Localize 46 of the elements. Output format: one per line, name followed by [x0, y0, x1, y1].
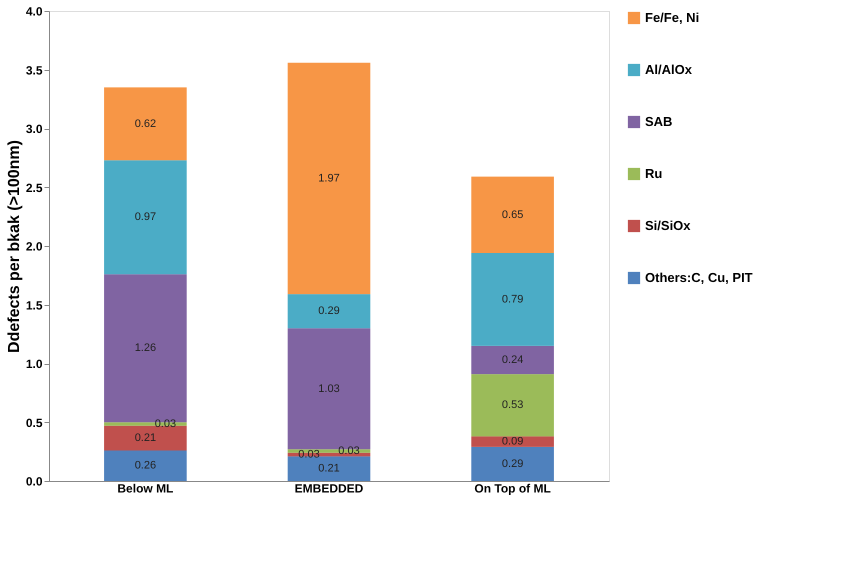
legend-label: Al/AlOx: [645, 62, 693, 77]
y-axis-title: Ddefects per bkak (>100nm): [6, 140, 23, 353]
data-label: 0.65: [502, 208, 524, 221]
data-label: 0.21: [134, 432, 156, 444]
x-tick-label: On Top of ML: [474, 482, 551, 496]
y-tick-label: 0.5: [26, 416, 43, 430]
data-label: 0.21: [318, 462, 340, 475]
y-tick-label: 0.0: [26, 474, 43, 488]
bar: [104, 450, 187, 481]
bar: [471, 176, 554, 254]
y-tick-label: 1.5: [26, 298, 43, 312]
bar: [104, 160, 187, 274]
data-label: 0.26: [134, 460, 156, 472]
bar: [471, 374, 554, 436]
bar: [104, 87, 187, 160]
bar: [104, 426, 187, 450]
y-tick-label: 3.0: [26, 122, 43, 136]
data-label: 1.97: [318, 172, 340, 184]
bar: [471, 346, 554, 374]
data-label: 0.24: [502, 354, 524, 366]
x-tick-label: EMBEDDED: [294, 482, 364, 496]
legend-label: Fe/Fe, Ni: [645, 10, 700, 25]
data-label: 1.26: [134, 342, 156, 354]
data-label: 0.79: [502, 293, 524, 306]
bar: [288, 294, 370, 328]
data-label: 0.29: [502, 458, 524, 470]
x-tick-label: Below ML: [117, 482, 174, 496]
bar: [288, 456, 370, 481]
bar: [288, 62, 370, 294]
data-label: 1.03: [318, 382, 340, 395]
data-label: 0.97: [134, 211, 156, 224]
legend-label: Si/SiOx: [645, 218, 692, 233]
bar: [471, 253, 554, 346]
legend-label: SAB: [645, 114, 672, 129]
data-label: 0.53: [502, 399, 524, 412]
data-label: 0.62: [134, 118, 156, 130]
legend-label: Others:C, Cu, PIT: [645, 270, 753, 285]
y-tick-label: 3.5: [26, 63, 43, 78]
legend-label: Ru: [645, 166, 662, 181]
data-label: 0.29: [318, 305, 340, 318]
y-tick-label: 2.0: [26, 240, 43, 254]
y-tick-label: 1.0: [26, 357, 43, 371]
y-tick-label: 4.0: [26, 4, 43, 18]
data-label: 0.09: [502, 436, 524, 448]
bar: [471, 446, 554, 481]
y-tick-label: 2.5: [26, 180, 43, 195]
